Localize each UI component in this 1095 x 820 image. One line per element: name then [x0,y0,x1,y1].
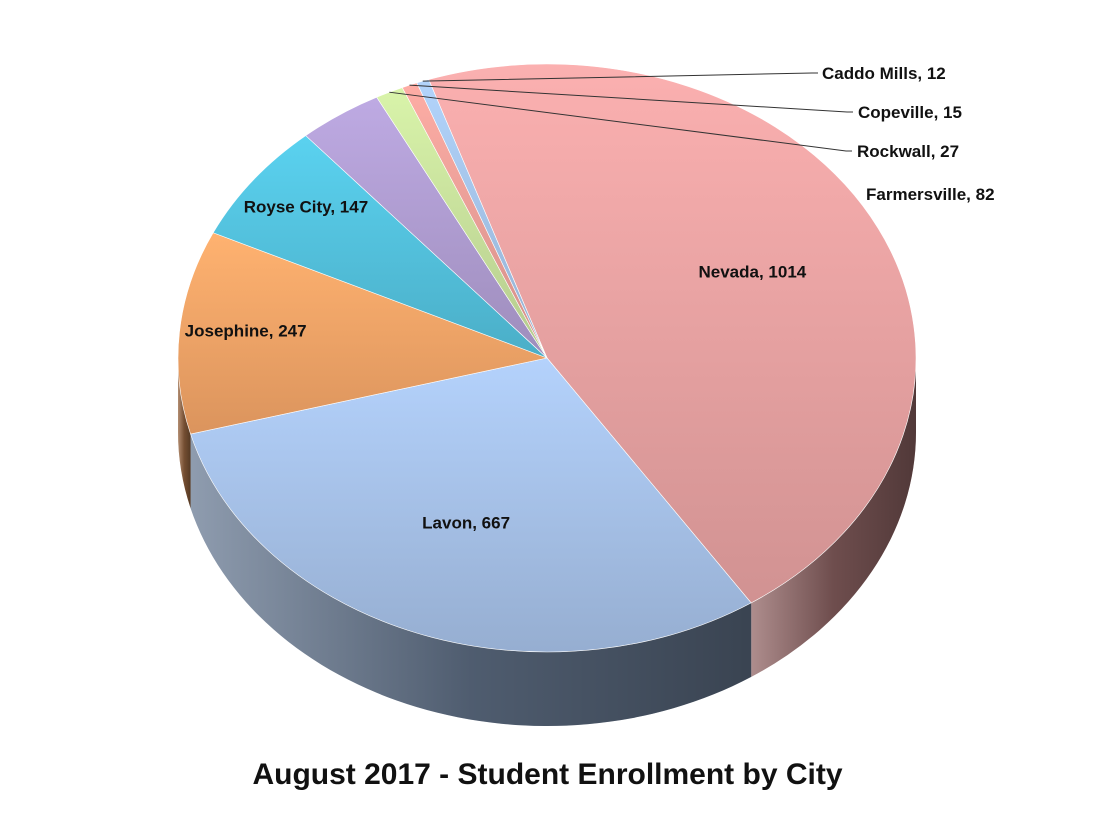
data-label-nevada: Nevada, 1014 [698,263,806,282]
leader-line-copeville [409,84,853,113]
data-label-copeville: Copeville, 15 [858,103,962,122]
data-label-caddo-mills: Caddo Mills, 12 [822,64,946,83]
leader-line-rockwall [389,91,852,152]
pie-slice-josephine [177,232,549,435]
pie-chart: Nevada, 1014 Lavon, 667 Josephine, 247 Roys… [177,63,995,726]
leader-line-caddo-mills [422,72,818,82]
data-label-lavon: Lavon, 667 [422,514,510,533]
pie-slice-lavon [190,357,752,653]
data-label-rockwall: Rockwall, 27 [857,142,959,161]
data-label-royse-city: Royse City, 147 [244,197,368,216]
pie-slice-side-shading [751,358,917,677]
pie-slice-side-shading [178,358,191,509]
pie-slice-side-shading [190,434,752,726]
pie-slice-royse-city [212,135,548,359]
data-label-josephine: Josephine, 247 [185,322,307,341]
chart-title: August 2017 - Student Enrollment by City [252,758,843,791]
data-label-farmersville: Farmersville, 82 [866,185,995,204]
pie-slice-nevada [428,63,917,604]
